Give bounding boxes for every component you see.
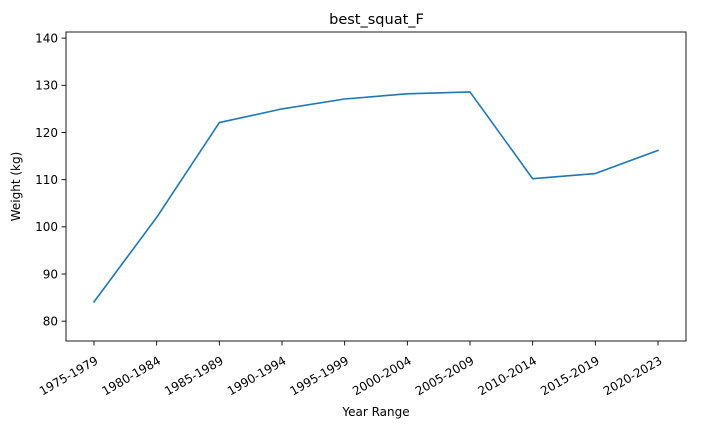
plot-frame	[65, 31, 687, 342]
y-tick-label: 100	[35, 220, 58, 234]
y-axis: 80 90 100 110 120 130 140	[35, 31, 66, 328]
x-tick-label: 1990-1994	[225, 353, 289, 398]
y-tick-label: 110	[35, 173, 58, 187]
x-tick-label: 1995-1999	[288, 353, 352, 398]
y-tick-label: 120	[35, 126, 58, 140]
x-tick-label: 1975-1979	[37, 353, 101, 398]
y-axis-label: Weight (kg)	[9, 152, 23, 222]
x-tick-label: 2000-2004	[350, 353, 414, 398]
x-tick-label: 1985-1989	[162, 353, 226, 398]
x-axis: 1975-1979 1980-1984 1985-1989 1990-1994 1995…	[37, 341, 665, 398]
series-lines	[92, 91, 660, 303]
x-tick-label: 2015-2019	[538, 353, 602, 398]
chart-title: best_squat_F	[329, 12, 424, 28]
x-tick-label: 2020-2023	[601, 353, 665, 398]
y-tick-label: 130	[35, 79, 58, 93]
x-tick-label: 2010-2014	[476, 353, 540, 398]
y-tick-label: 80	[43, 314, 58, 328]
y-tick-label: 140	[35, 31, 58, 45]
x-axis-label: Year Range	[341, 405, 409, 419]
x-tick-label: 2005-2009	[413, 353, 477, 398]
series-line	[92, 91, 660, 303]
x-tick-label: 1980-1984	[100, 353, 164, 398]
y-tick-label: 90	[43, 267, 58, 281]
